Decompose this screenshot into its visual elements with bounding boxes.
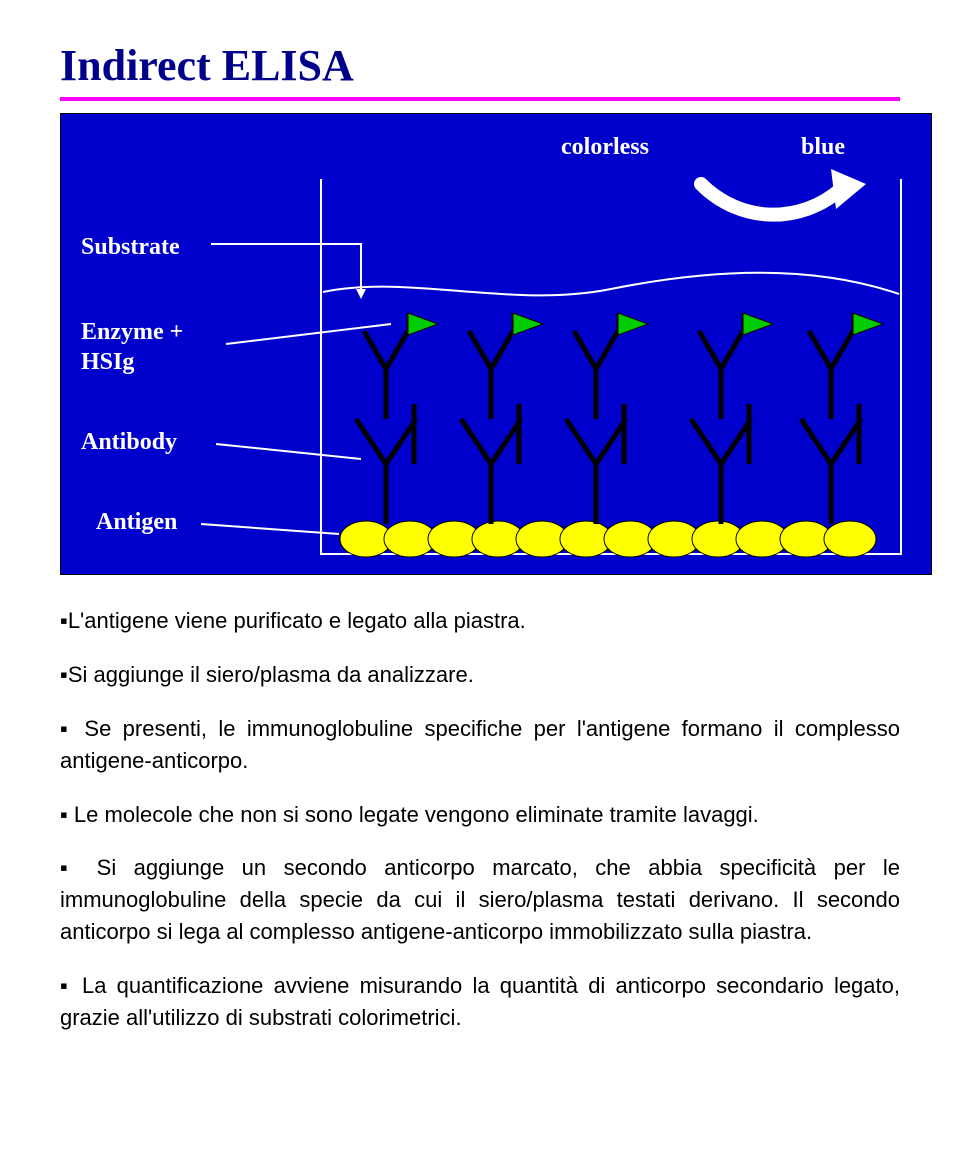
body-text: ▪L'antigene viene purificato e legato al… <box>60 605 900 1034</box>
paragraph-2: ▪Si aggiunge il siero/plasma da analizza… <box>60 659 900 691</box>
svg-text:blue: blue <box>801 134 845 160</box>
page-title: Indirect ELISA <box>60 40 900 91</box>
paragraph-6: ▪ La quantificazione avviene misurando l… <box>60 970 900 1034</box>
svg-text:Substrate: Substrate <box>81 234 180 260</box>
paragraph-5: ▪ Si aggiunge un secondo anticorpo marca… <box>60 852 900 948</box>
svg-text:colorless: colorless <box>561 134 649 160</box>
svg-text:Enzyme +: Enzyme + <box>81 319 183 345</box>
svg-text:Antibody: Antibody <box>81 429 177 455</box>
svg-text:HSIg: HSIg <box>81 349 134 375</box>
paragraph-1: ▪L'antigene viene purificato e legato al… <box>60 605 900 637</box>
paragraph-3: ▪ Se presenti, le immunoglobuline specif… <box>60 713 900 777</box>
title-underline <box>60 97 900 101</box>
paragraph-4: ▪ Le molecole che non si sono legate ven… <box>60 799 900 831</box>
svg-text:Antigen: Antigen <box>96 509 177 535</box>
elisa-diagram: Substrate Enzyme + HSIg Antibody Antigen colo… <box>60 113 932 575</box>
